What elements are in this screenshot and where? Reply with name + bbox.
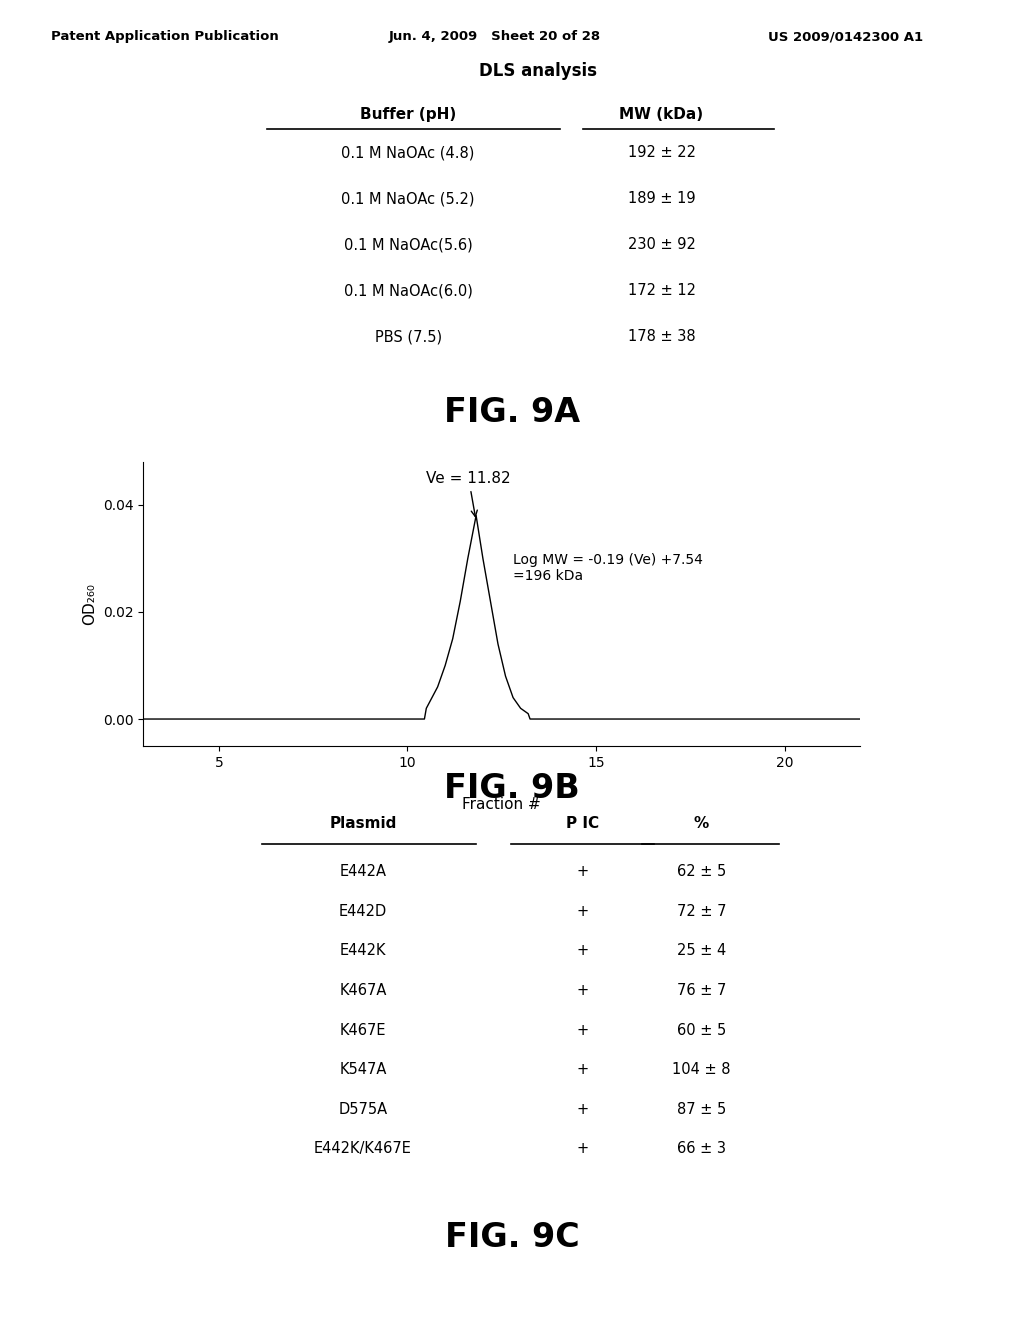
Text: E442A: E442A [339,865,386,879]
Text: Log MW = -0.19 (Ve) +7.54
=196 kDa: Log MW = -0.19 (Ve) +7.54 =196 kDa [513,553,702,583]
Text: K467E: K467E [340,1023,386,1038]
Text: Fraction #: Fraction # [463,797,541,812]
Text: Ve = 11.82: Ve = 11.82 [426,471,511,516]
Text: MW (kDa): MW (kDa) [620,107,703,121]
Text: +: + [577,1102,589,1117]
Text: Plasmid: Plasmid [330,816,396,832]
Text: 60 ± 5: 60 ± 5 [677,1023,726,1038]
Text: US 2009/0142300 A1: US 2009/0142300 A1 [768,30,923,44]
Text: +: + [577,1023,589,1038]
Text: FIG. 9C: FIG. 9C [444,1221,580,1254]
Text: Patent Application Publication: Patent Application Publication [51,30,279,44]
Text: 76 ± 7: 76 ± 7 [677,983,726,998]
Text: +: + [577,1063,589,1077]
Text: +: + [577,983,589,998]
Text: 178 ± 38: 178 ± 38 [628,330,695,345]
Text: E442K/K467E: E442K/K467E [314,1142,412,1156]
Text: 104 ± 8: 104 ± 8 [672,1063,731,1077]
Text: 72 ± 7: 72 ± 7 [677,904,726,919]
Text: 189 ± 19: 189 ± 19 [628,191,695,206]
Text: 0.1 M NaOAc (4.8): 0.1 M NaOAc (4.8) [341,145,475,160]
Text: %: % [694,816,709,832]
Text: E442D: E442D [339,904,387,919]
Text: 62 ± 5: 62 ± 5 [677,865,726,879]
Text: DLS analysis: DLS analysis [478,62,597,81]
Text: 66 ± 3: 66 ± 3 [677,1142,726,1156]
Text: 230 ± 92: 230 ± 92 [628,238,695,252]
Text: 0.1 M NaOAc(5.6): 0.1 M NaOAc(5.6) [344,238,472,252]
Text: FIG. 9A: FIG. 9A [444,396,580,429]
Text: +: + [577,1142,589,1156]
Text: PBS (7.5): PBS (7.5) [375,330,441,345]
Text: +: + [577,865,589,879]
Text: 172 ± 12: 172 ± 12 [628,284,695,298]
Text: 87 ± 5: 87 ± 5 [677,1102,726,1117]
Text: 192 ± 22: 192 ± 22 [628,145,695,160]
Text: P IC: P IC [566,816,599,832]
Text: K467A: K467A [339,983,387,998]
Text: 0.1 M NaOAc(6.0): 0.1 M NaOAc(6.0) [344,284,472,298]
Text: Buffer (pH): Buffer (pH) [360,107,456,121]
Text: +: + [577,904,589,919]
Text: +: + [577,944,589,958]
Text: 0.1 M NaOAc (5.2): 0.1 M NaOAc (5.2) [341,191,475,206]
Text: K547A: K547A [339,1063,387,1077]
Y-axis label: OD₂₆₀: OD₂₆₀ [83,583,97,624]
Text: FIG. 9B: FIG. 9B [444,772,580,805]
Text: Jun. 4, 2009   Sheet 20 of 28: Jun. 4, 2009 Sheet 20 of 28 [389,30,601,44]
Text: E442K: E442K [340,944,386,958]
Text: D575A: D575A [338,1102,387,1117]
Text: 25 ± 4: 25 ± 4 [677,944,726,958]
